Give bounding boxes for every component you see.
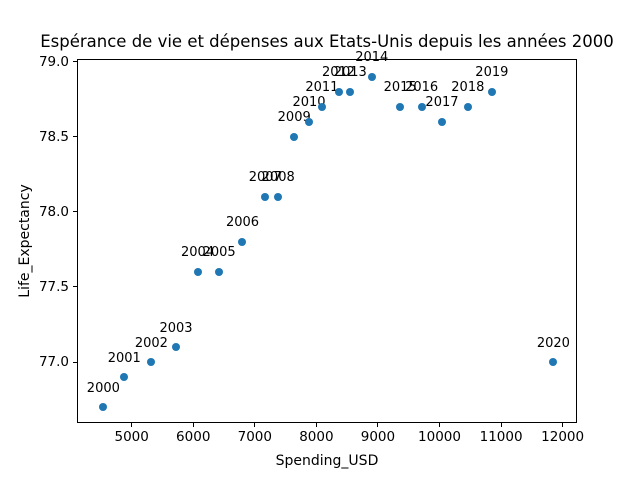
y-axis-label: Life_Expectancy: [17, 184, 33, 298]
x-tick-mark: [562, 423, 564, 427]
point-year-label: 2006: [225, 215, 260, 231]
x-tick-mark: [439, 423, 441, 427]
point-year-label: 2003: [159, 320, 193, 336]
point-year-label: 2002: [134, 335, 168, 351]
chart-title: Espérance de vie et dépenses aux Etats-U…: [40, 32, 614, 51]
y-tick-mark: [73, 136, 77, 138]
point-year-label: 2019: [475, 65, 509, 81]
x-tick-label: 6000: [176, 429, 211, 445]
x-tick-mark: [500, 423, 502, 427]
data-point: [147, 358, 156, 367]
data-point: [487, 87, 496, 96]
data-point: [304, 117, 313, 126]
y-tick-label: 78.5: [38, 128, 69, 145]
x-tick-mark: [254, 423, 256, 427]
point-year-label: 2015: [383, 80, 417, 96]
data-point: [215, 267, 224, 276]
data-point: [238, 237, 247, 246]
y-tick-label: 78.0: [38, 203, 69, 220]
data-point: [193, 267, 202, 276]
data-point: [417, 102, 426, 111]
x-tick-mark: [315, 423, 317, 427]
point-year-label: 2012: [321, 65, 356, 81]
point-year-label: 2016: [405, 80, 439, 96]
data-point: [437, 117, 446, 126]
data-point: [120, 373, 129, 382]
y-tick-label: 79.0: [38, 53, 69, 70]
x-tick-label: 5000: [114, 429, 149, 445]
y-tick-label: 77.0: [38, 354, 69, 371]
data-point: [396, 102, 405, 111]
point-year-label: 2010: [292, 95, 326, 111]
plot-area: [77, 59, 577, 423]
point-year-label: 2004: [181, 245, 215, 261]
point-year-label: 2013: [333, 65, 367, 81]
x-tick-label: 7000: [237, 429, 272, 445]
x-axis-label: Spending_USD: [275, 453, 379, 469]
x-tick-mark: [377, 423, 379, 427]
data-point: [317, 102, 326, 111]
x-tick-mark: [192, 423, 194, 427]
point-year-label: 2018: [451, 80, 485, 96]
x-tick-label: 8000: [299, 429, 334, 445]
y-tick-mark: [73, 286, 77, 288]
data-point: [549, 358, 558, 367]
x-tick-label: 12000: [541, 429, 585, 445]
data-point: [99, 403, 108, 412]
point-year-label: 2007: [248, 170, 282, 186]
point-year-label: 2008: [261, 170, 295, 186]
data-point: [274, 192, 283, 201]
y-tick-mark: [73, 61, 77, 63]
point-year-label: 2005: [202, 245, 236, 261]
point-year-label: 2009: [277, 110, 311, 126]
y-tick-mark: [73, 211, 77, 213]
y-tick-mark: [73, 361, 77, 363]
x-tick-label: 9000: [360, 429, 396, 445]
point-year-label: 2020: [536, 335, 570, 351]
point-year-label: 2000: [86, 380, 120, 396]
data-point: [367, 72, 376, 81]
data-point: [261, 192, 270, 201]
point-year-label: 2014: [355, 50, 389, 66]
point-year-label: 2017: [425, 95, 459, 111]
point-year-label: 2001: [107, 350, 141, 366]
y-tick-label: 77.5: [38, 278, 69, 295]
data-point: [290, 132, 299, 141]
data-point: [334, 87, 343, 96]
x-tick-mark: [131, 423, 133, 427]
x-tick-label: 10000: [418, 429, 461, 445]
data-point: [172, 343, 180, 352]
x-tick-label: 11000: [479, 429, 523, 445]
data-point: [463, 102, 472, 111]
point-year-label: 2011: [305, 80, 339, 96]
data-point: [346, 87, 355, 96]
